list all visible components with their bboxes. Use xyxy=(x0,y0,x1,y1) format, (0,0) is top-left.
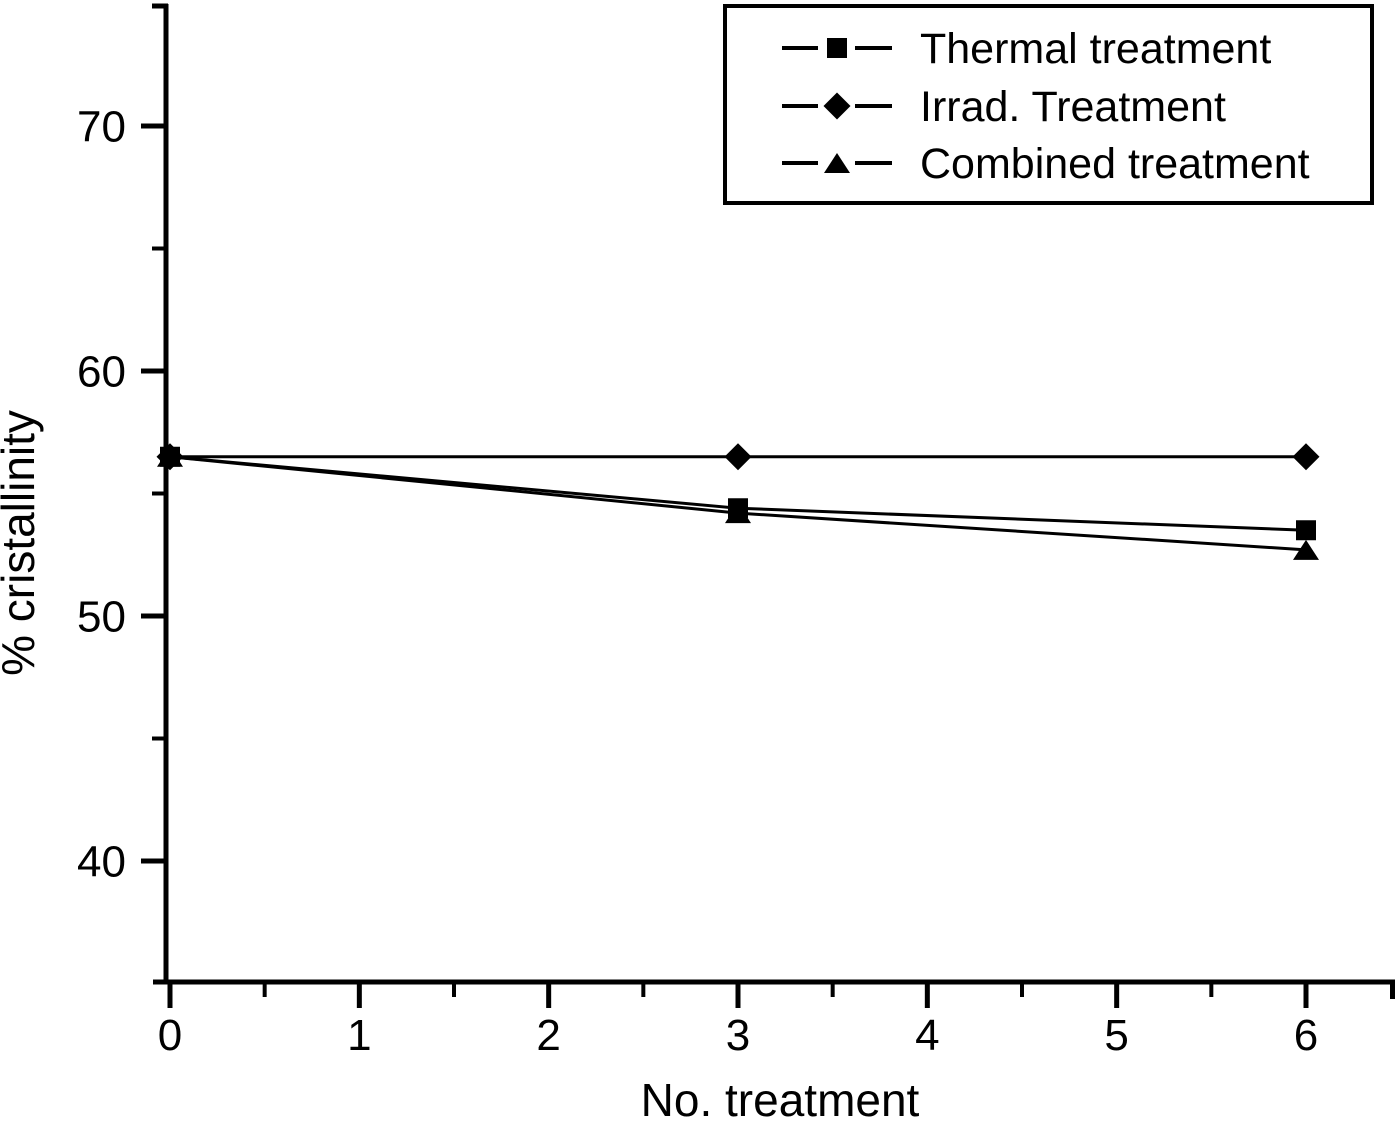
diamond-data-point-marker xyxy=(1292,443,1320,471)
series-markers xyxy=(156,443,1320,560)
diamond-data-point-marker xyxy=(724,443,752,471)
x-tick-label: 0 xyxy=(158,1011,182,1060)
triangle-marker-icon xyxy=(824,153,850,173)
legend-label: Thermal treatment xyxy=(920,25,1271,73)
legend-entry: Thermal treatment xyxy=(782,25,1271,73)
legend-label: Combined treatment xyxy=(920,140,1310,188)
triangle-marker-glyph xyxy=(824,153,850,173)
legend-entry: Combined treatment xyxy=(782,140,1310,188)
square-data-point-marker xyxy=(728,498,748,519)
axes: 40 50 60 70 0 1 2 3 4 5 6 xyxy=(77,3,1395,1060)
legend: Thermal treatment Irrad. Treatment Combi… xyxy=(723,4,1374,205)
x-tick-label: 1 xyxy=(347,1011,371,1060)
x-tick-label: 2 xyxy=(536,1011,560,1060)
square-data-point-marker xyxy=(1296,520,1316,541)
diamond-marker-glyph xyxy=(823,92,851,120)
square-marker-glyph xyxy=(827,38,847,58)
legend-entry: Irrad. Treatment xyxy=(782,83,1226,131)
y-tick-label: 60 xyxy=(77,347,126,396)
square-marker-icon xyxy=(827,38,847,58)
x-tick-label: 6 xyxy=(1294,1011,1318,1060)
diamond-marker-icon xyxy=(823,92,851,120)
x-tick-label: 5 xyxy=(1104,1011,1128,1060)
legend-label: Irrad. Treatment xyxy=(920,83,1226,131)
x-axis-title: No. treatment xyxy=(641,1074,920,1126)
x-tick-label: 3 xyxy=(726,1011,750,1060)
y-tick-label: 70 xyxy=(77,102,126,151)
x-tick-label: 4 xyxy=(915,1011,939,1060)
y-tick-label: 50 xyxy=(77,592,126,641)
diamond-data-point-marker xyxy=(156,443,184,471)
y-axis-title: % cristallinity xyxy=(0,410,44,676)
y-tick-label: 40 xyxy=(77,837,126,886)
triangle-data-point-marker xyxy=(1293,539,1319,560)
